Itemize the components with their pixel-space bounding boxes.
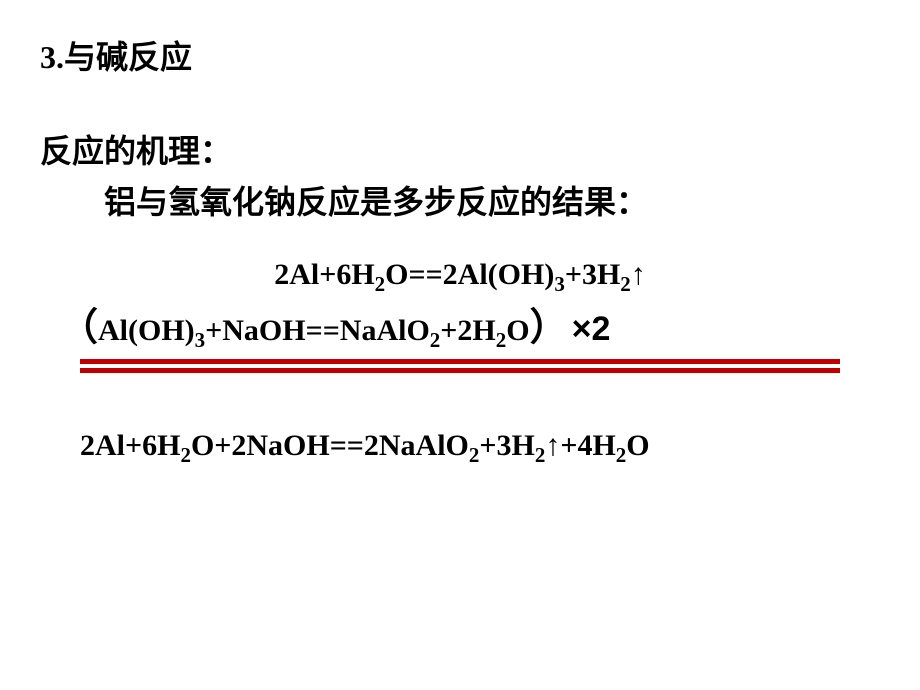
equation-3: 2Al+6H2O+2NaOH==2NaAlO2+3H2↑+4H2O (40, 429, 880, 463)
double-rule-divider (80, 359, 840, 373)
equation-2-body: Al(OH)3+NaOH==NaAlO2+2H2O (98, 314, 530, 348)
multiplier: ×2 (572, 310, 611, 349)
open-paren: （ (60, 296, 98, 351)
equation-1: 2Al+6H2O==2Al(OH)3+3H2↑ (40, 258, 880, 292)
equation-2-row: （ Al(OH)3+NaOH==NaAlO2+2H2O ） ×2 (40, 296, 880, 351)
slide: 3.与碱反应 反应的机理： 铝与氢氧化钠反应是多步反应的结果： 2Al+6H2O… (0, 0, 920, 690)
section-heading: 3.与碱反应 (40, 32, 880, 78)
mechanism-desc: 铝与氢氧化钠反应是多步反应的结果： (40, 177, 880, 228)
mechanism-label: 反应的机理： (40, 126, 880, 177)
heading-number: 3. (40, 39, 64, 75)
equation-block: 2Al+6H2O==2Al(OH)3+3H2↑ （ Al(OH)3+NaOH==… (40, 258, 880, 351)
heading-text: 与碱反应 (64, 39, 192, 75)
close-paren: ） (530, 296, 568, 351)
